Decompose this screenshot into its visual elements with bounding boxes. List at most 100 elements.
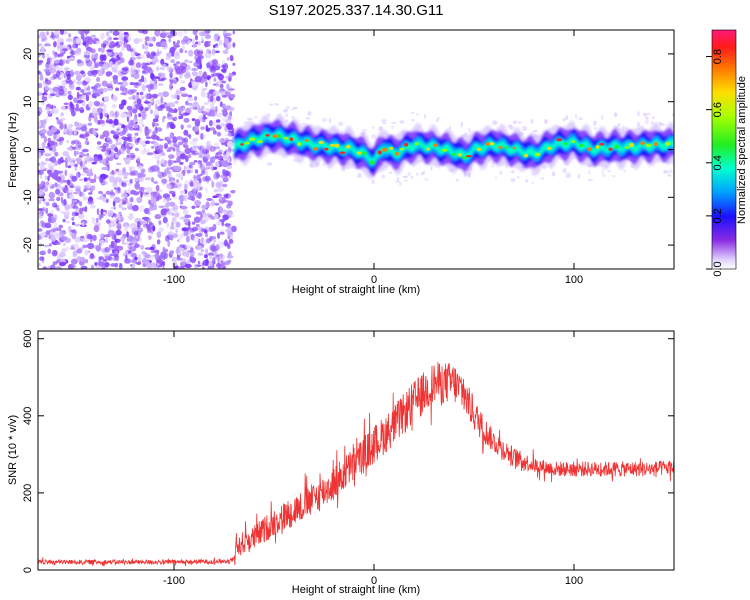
noise-speckle (86, 141, 90, 146)
noise-speckle (105, 238, 109, 244)
noise-speckle (41, 162, 48, 165)
noise-speckle (169, 190, 176, 194)
noise-speckle (41, 141, 46, 148)
noise-speckle (224, 223, 231, 226)
noise-speckle (139, 91, 144, 96)
snr-frame (37, 330, 675, 571)
sparse-speckle (622, 125, 625, 131)
noise-speckle (212, 257, 216, 265)
noise-speckle (83, 165, 87, 169)
noise-speckle (113, 37, 119, 41)
noise-speckle (93, 115, 98, 123)
noise-speckle (126, 133, 132, 138)
noise-speckle (162, 216, 168, 224)
noise-speckle (221, 95, 228, 98)
noise-speckle (158, 255, 163, 261)
noise-speckle (134, 177, 139, 182)
noise-speckle (174, 65, 180, 71)
noise-speckle (57, 48, 61, 52)
noise-speckle (136, 56, 142, 60)
noise-speckle (221, 103, 226, 110)
noise-speckle (100, 32, 105, 40)
noise-speckle (160, 158, 165, 164)
noise-speckle (41, 251, 46, 254)
noise-speckle (119, 57, 125, 64)
noise-speckle (108, 120, 113, 124)
noise-speckle (152, 165, 159, 172)
noise-speckle (68, 226, 72, 229)
sparse-speckle (530, 118, 534, 124)
colorbar-gradient (712, 30, 736, 269)
noise-speckle (38, 110, 41, 117)
noise-speckle (93, 92, 101, 97)
noise-speckle (61, 247, 66, 254)
x-tick-label: 100 (565, 575, 583, 587)
signal-hotspot (578, 143, 584, 148)
noise-speckle (169, 123, 176, 130)
noise-speckle (104, 246, 110, 254)
noise-speckle (93, 84, 98, 91)
noise-speckle (97, 261, 105, 267)
noise-speckle (220, 90, 226, 95)
spectrogram-y-axis-title: Frequency (Hz) (7, 112, 19, 188)
signal-hotspot (399, 147, 405, 151)
sparse-speckle (578, 117, 583, 121)
noise-speckle (121, 45, 125, 52)
sparse-speckle (378, 126, 383, 131)
noise-speckle (144, 36, 150, 42)
sparse-speckle (577, 173, 581, 180)
noise-speckle (157, 83, 164, 86)
noise-speckle (44, 43, 51, 47)
noise-speckle (122, 129, 127, 135)
noise-speckle (60, 196, 64, 204)
sparse-speckle (307, 111, 312, 116)
noise-speckle (132, 127, 138, 131)
noise-speckle (144, 93, 151, 99)
spectrogram-x-axis-title: Height of straight line (km) (292, 284, 420, 296)
sparse-speckle (642, 112, 648, 117)
noise-speckle (103, 64, 109, 70)
sparse-speckle (391, 125, 394, 130)
sparse-speckle (285, 105, 291, 110)
noise-speckle (129, 69, 136, 76)
noise-speckle (43, 136, 48, 143)
noise-speckle (128, 143, 134, 147)
sparse-speckle (664, 170, 670, 174)
noise-speckle (69, 194, 75, 199)
noise-speckle (219, 84, 224, 88)
noise-speckle (226, 57, 230, 61)
noise-speckle (170, 94, 175, 99)
spectrogram-marks (38, 30, 674, 269)
noise-speckle (193, 49, 200, 56)
x-tick-label: 0 (371, 274, 377, 286)
noise-speckle (154, 103, 158, 110)
noise-speckle (39, 74, 44, 81)
sparse-speckle (637, 111, 640, 117)
noise-speckle (141, 123, 145, 128)
signal-hotspot (462, 156, 467, 160)
noise-speckle (56, 37, 65, 43)
noise-speckle (193, 145, 199, 149)
noise-speckle (53, 41, 57, 48)
noise-speckle (116, 187, 121, 191)
noise-speckle (179, 86, 186, 91)
noise-speckle (53, 59, 60, 64)
noise-speckle (197, 70, 203, 77)
noise-speckle (164, 143, 168, 150)
noise-speckle (95, 265, 103, 269)
noise-speckle (193, 160, 198, 163)
noise-speckle (132, 261, 136, 269)
noise-speckle (197, 192, 202, 199)
noise-speckle (140, 191, 143, 198)
noise-speckle (121, 181, 127, 188)
sparse-speckle (415, 113, 420, 116)
noise-speckle (111, 170, 115, 175)
noise-speckle (126, 237, 130, 242)
noise-speckle (220, 174, 227, 179)
noise-speckle (51, 126, 58, 133)
sparse-speckle (399, 120, 405, 124)
noise-speckle (149, 43, 154, 47)
noise-speckle (134, 51, 138, 55)
noise-speckle (214, 202, 220, 206)
noise-speckle (81, 153, 87, 157)
